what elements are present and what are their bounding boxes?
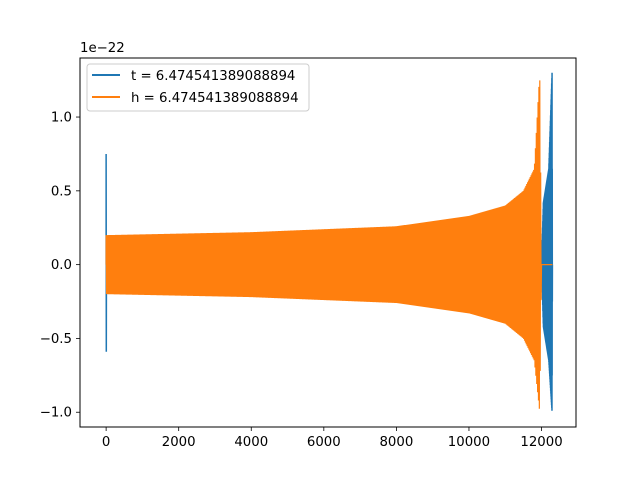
y-tick-label: −1.0: [40, 406, 72, 421]
y-tick-label: 0.0: [51, 258, 72, 273]
series-h-line: [105, 80, 553, 409]
y-axis: −1.0 −0.5 0.0 0.5 1.0: [40, 111, 80, 421]
x-tick-label: 10000: [448, 435, 490, 450]
y-tick-label: 1.0: [51, 111, 72, 126]
series-layer: [105, 72, 554, 411]
legend-label-h: h = 6.474541389088894: [131, 91, 299, 106]
x-axis: 0 2000 4000 6000 8000 10000 12000: [102, 427, 563, 450]
series-t-line: [105, 72, 554, 411]
x-tick-label: 8000: [379, 435, 413, 450]
x-tick-label: 2000: [162, 435, 196, 450]
x-tick-label: 6000: [307, 435, 341, 450]
y-tick-label: −0.5: [40, 332, 72, 347]
legend-box: [86, 63, 310, 112]
axes-frame: [79, 57, 577, 428]
x-tick-label: 4000: [234, 435, 268, 450]
plot-area: [105, 72, 554, 411]
legend: t = 6.474541389088894 h = 6.474541389088…: [86, 63, 310, 112]
x-tick-label: 0: [102, 435, 110, 450]
y-offset-label: 1e−22: [80, 41, 125, 56]
series-h-path: [105, 80, 553, 409]
series-t-path: [105, 72, 554, 411]
x-tick-label: 12000: [520, 435, 562, 450]
y-tick-label: 0.5: [51, 184, 72, 199]
legend-label-t: t = 6.474541389088894: [131, 69, 295, 84]
